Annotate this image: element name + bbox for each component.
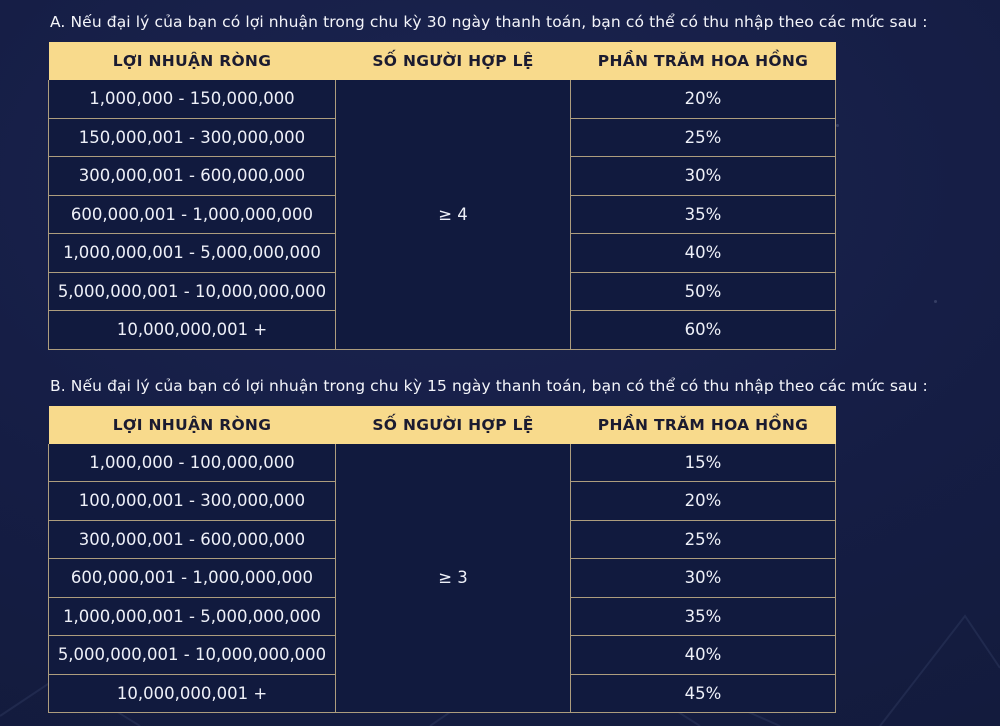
table-row: 1,000,000,001 - 5,000,000,000 40% (48, 233, 836, 273)
net-profit-range-cell: 300,000,001 - 600,000,000 (48, 519, 336, 559)
table-row: 5,000,000,001 - 10,000,000,000 50% (48, 271, 836, 311)
col-header-commission-percent: PHẦN TRĂM HOA HỒNG (570, 405, 836, 444)
col-header-eligible-count: SỐ NGƯỜI HỢP LỆ (335, 405, 571, 444)
commission-table-30day: LỢI NHUẬN RÒNG SỐ NGƯỜI HỢP LỆ PHẦN TRĂM… (48, 42, 836, 350)
net-profit-range-cell: 1,000,000 - 100,000,000 (48, 443, 336, 482)
table-row: 600,000,001 - 1,000,000,000 30% (48, 558, 836, 598)
table-row: 300,000,001 - 600,000,000 30% (48, 156, 836, 196)
commission-percent-cell: 60% (570, 310, 836, 350)
table-row: 1,000,000 - 150,000,000 ≥ 4 20% (48, 80, 836, 350)
table-row: 1,000,000,001 - 5,000,000,000 35% (48, 596, 836, 636)
table-row: 300,000,001 - 600,000,000 25% (48, 519, 836, 559)
commission-percent-cell: 30% (570, 558, 836, 598)
commission-percent-cell: 25% (570, 519, 836, 559)
table-row: 5,000,000,001 - 10,000,000,000 40% (48, 635, 836, 675)
commission-percent-cell: 15% (570, 443, 836, 482)
star-dot (836, 124, 839, 127)
section-30day: A. Nếu đại lý của bạn có lợi nhuận trong… (48, 12, 1000, 350)
section-30day-intro: A. Nếu đại lý của bạn có lợi nhuận trong… (50, 13, 928, 31)
table-row: 600,000,001 - 1,000,000,000 35% (48, 194, 836, 234)
eligible-count-cell: ≥ 4 (335, 80, 571, 350)
net-profit-range-cell: 1,000,000,001 - 5,000,000,000 (48, 233, 336, 273)
commission-percent-cell: 20% (570, 80, 836, 119)
table-header-row: LỢI NHUẬN RÒNG SỐ NGƯỜI HỢP LỆ PHẦN TRĂM… (48, 405, 836, 444)
commission-percent-cell: 35% (570, 194, 836, 234)
section-15day: B. Nếu đại lý của bạn có lợi nhuận trong… (48, 376, 1000, 713)
net-profit-range-cell: 5,000,000,001 - 10,000,000,000 (48, 635, 336, 675)
commission-percent-cell: 45% (570, 673, 836, 713)
net-profit-range-cell: 10,000,000,001 + (48, 310, 336, 350)
col-header-net-profit: LỢI NHUẬN RÒNG (48, 405, 336, 444)
col-header-net-profit: LỢI NHUẬN RÒNG (48, 42, 336, 80)
net-profit-range-cell: 10,000,000,001 + (48, 673, 336, 713)
commission-percent-cell: 40% (570, 233, 836, 273)
eligible-count-cell: ≥ 3 (335, 443, 571, 713)
commission-percent-cell: 40% (570, 635, 836, 675)
net-profit-range-cell: 1,000,000,001 - 5,000,000,000 (48, 596, 336, 636)
star-dot (934, 300, 937, 303)
table-row: 10,000,000,001 + 45% (48, 673, 836, 713)
table-row: 100,000,001 - 300,000,000 20% (48, 481, 836, 521)
net-profit-range-cell: 150,000,001 - 300,000,000 (48, 117, 336, 157)
table-row: 1,000,000 - 100,000,000 ≥ 3 15% (48, 443, 836, 713)
commission-percent-cell: 50% (570, 271, 836, 311)
commission-percent-cell: 25% (570, 117, 836, 157)
net-profit-range-cell: 100,000,001 - 300,000,000 (48, 481, 336, 521)
commission-percent-cell: 35% (570, 596, 836, 636)
commission-table-15day: LỢI NHUẬN RÒNG SỐ NGƯỜI HỢP LỆ PHẦN TRĂM… (48, 405, 836, 713)
section-15day-intro: B. Nếu đại lý của bạn có lợi nhuận trong… (50, 376, 928, 395)
star-dot (57, 388, 60, 391)
table-row: 150,000,001 - 300,000,000 25% (48, 117, 836, 157)
net-profit-range-cell: 300,000,001 - 600,000,000 (48, 156, 336, 196)
col-header-eligible-count: SỐ NGƯỜI HỢP LỆ (335, 42, 571, 80)
net-profit-range-cell: 600,000,001 - 1,000,000,000 (48, 558, 336, 598)
table-header-row: LỢI NHUẬN RÒNG SỐ NGƯỜI HỢP LỆ PHẦN TRĂM… (48, 42, 836, 80)
table-row: 10,000,000,001 + 60% (48, 310, 836, 350)
col-header-commission-percent: PHẦN TRĂM HOA HỒNG (570, 42, 836, 80)
net-profit-range-cell: 1,000,000 - 150,000,000 (48, 80, 336, 119)
commission-percent-cell: 30% (570, 156, 836, 196)
net-profit-range-cell: 600,000,001 - 1,000,000,000 (48, 194, 336, 234)
commission-percent-cell: 20% (570, 481, 836, 521)
net-profit-range-cell: 5,000,000,001 - 10,000,000,000 (48, 271, 336, 311)
